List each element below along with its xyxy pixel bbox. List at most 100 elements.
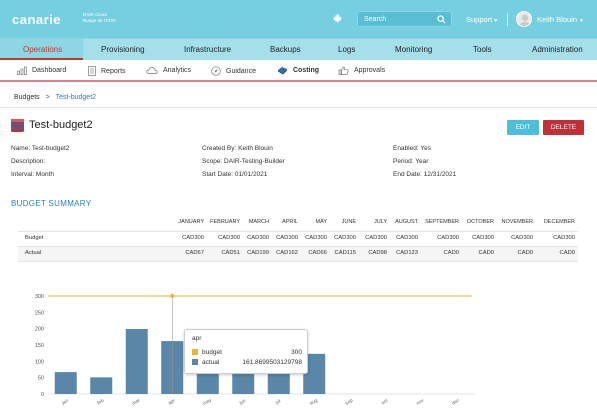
tooltip-row-budget: budget 300 xyxy=(192,349,302,356)
budget-name: Name: Test-budget2 xyxy=(11,145,70,152)
x-tick-label: jun xyxy=(238,398,248,407)
subnav-costing-label: Costing xyxy=(293,67,320,74)
month-header: JULY xyxy=(373,219,387,225)
breadcrumb-divider xyxy=(0,107,597,108)
money-icon xyxy=(278,67,287,75)
x-tick-label: may xyxy=(202,398,213,407)
budget-summary-title: BUDGET SUMMARY xyxy=(11,199,92,208)
user-menu[interactable]: Keith Blouin ▼ xyxy=(537,15,584,24)
table-row xyxy=(18,246,578,261)
subnav-reports-label: Reports xyxy=(101,67,126,75)
subnav-analytics[interactable]: Analytics xyxy=(146,66,191,75)
tooltip-actual-value: 161.8699503129798 xyxy=(242,359,302,366)
row-label: Budget xyxy=(25,235,44,241)
user-icon xyxy=(519,15,531,26)
budget-created-by: Created By: Keith Blouin xyxy=(202,145,273,152)
table-cell: CAD66 xyxy=(308,250,327,256)
month-header: MARCH xyxy=(248,219,269,225)
maple-leaf-icon xyxy=(332,13,343,24)
bar-actual xyxy=(90,377,113,394)
nav-monitoring[interactable]: Monitoring xyxy=(395,45,433,54)
table-cell: CAD300 xyxy=(396,235,418,241)
table-cell: CAD300 xyxy=(511,235,533,241)
budget-description: Description: xyxy=(11,158,46,165)
x-tick-label: sep xyxy=(345,398,354,406)
table-cell: CAD300 xyxy=(472,235,494,241)
thumbs-up-icon xyxy=(338,66,349,75)
month-header: APRIL xyxy=(282,219,298,225)
budget-end-date: End Date: 12/31/2021 xyxy=(393,171,457,178)
main-nav: Operations Provisioning Infrastructure B… xyxy=(0,38,597,61)
logo-subtitle-fr: Nuage de l'ATIR xyxy=(83,18,116,23)
nav-backups[interactable]: Backups xyxy=(270,45,301,54)
subnav-reports[interactable]: Reports xyxy=(88,66,126,76)
x-tick-label: apr xyxy=(167,398,176,407)
canarie-logo[interactable]: canarie xyxy=(12,12,62,27)
month-header: FEBRUARY xyxy=(210,219,240,225)
nav-infrastructure[interactable]: Infrastructure xyxy=(184,45,232,54)
breadcrumb-separator: > xyxy=(45,94,50,101)
support-menu[interactable]: Support▼ xyxy=(466,15,498,24)
table-cell: CAD300 xyxy=(218,235,240,241)
nav-tools[interactable]: Tools xyxy=(473,45,492,54)
table-cell: CAD300 xyxy=(182,235,204,241)
tooltip-actual-label: actual xyxy=(202,359,220,366)
nav-logs[interactable]: Logs xyxy=(338,45,356,54)
table-cell: CAD199 xyxy=(247,250,269,256)
document-icon xyxy=(88,66,96,76)
breadcrumb-budgets[interactable]: Budgets xyxy=(14,94,40,101)
subnav-approvals[interactable]: Approvals xyxy=(338,66,385,75)
subnav-dashboard[interactable]: Dashboard xyxy=(17,66,66,75)
bar-actual xyxy=(125,328,148,394)
delete-button[interactable]: DELETE xyxy=(543,120,584,135)
bar-actual xyxy=(303,353,326,394)
budget-scope: Scope: DAIR-Testing-Builder xyxy=(202,158,285,165)
search-input[interactable]: Search xyxy=(357,11,452,27)
table-cell: CAD67 xyxy=(185,250,204,256)
table-cell: CAD123 xyxy=(396,250,418,256)
y-tick-label: 300 xyxy=(35,294,44,300)
nav-operations[interactable]: Operations xyxy=(23,45,63,54)
bar-actual xyxy=(196,372,219,394)
budget-interval: Interval: Month xyxy=(11,171,54,178)
subnav-guidance[interactable]: Guidance xyxy=(211,66,256,76)
username-label: Keith Blouin xyxy=(537,15,578,24)
x-tick-label: feb xyxy=(96,398,105,407)
y-tick-label: 150 xyxy=(35,343,44,349)
budget-start-date: Start Date: 01/01/2021 xyxy=(202,171,268,178)
table-cell: CAD51 xyxy=(221,250,240,256)
budget-enabled: Enabled: Yes xyxy=(393,145,431,152)
y-tick-label: 100 xyxy=(35,359,44,365)
month-header: MAY xyxy=(315,219,327,225)
nav-provisioning[interactable]: Provisioning xyxy=(101,45,145,54)
table-cell: CAD300 xyxy=(276,235,298,241)
tooltip-title: apr xyxy=(192,335,202,342)
budget-period: Period: Year xyxy=(393,158,429,165)
tooltip-budget-label: budget xyxy=(202,349,222,356)
subnav-costing[interactable]: Costing xyxy=(277,66,319,75)
bar-actual xyxy=(54,372,77,394)
table-cell: CAD115 xyxy=(334,250,356,256)
x-tick-label: mar xyxy=(131,397,142,407)
table-bottom-border xyxy=(18,261,578,262)
budget-icon xyxy=(11,119,24,132)
month-header: SEPTEMBER xyxy=(425,219,459,225)
table-cell: CAD300 xyxy=(334,235,356,241)
table-row xyxy=(18,231,578,246)
month-header: NOVEMBER xyxy=(501,219,533,225)
search-icon[interactable] xyxy=(437,15,446,24)
nav-administration[interactable]: Administration xyxy=(532,45,583,54)
breadcrumb-current[interactable]: Test-budget2 xyxy=(55,94,97,101)
dashboard-icon xyxy=(17,66,27,75)
y-tick-label: 50 xyxy=(38,376,44,382)
avatar[interactable] xyxy=(516,11,532,27)
x-tick-label: dec xyxy=(451,397,461,406)
subnav-analytics-label: Analytics xyxy=(163,67,192,74)
table-cell: CAD300 xyxy=(365,235,387,241)
edit-button[interactable]: EDIT xyxy=(507,120,539,135)
table-cell: CAD300 xyxy=(305,235,327,241)
hover-point-budget xyxy=(170,294,175,298)
month-header: JUNE xyxy=(341,219,356,225)
cloud-chart-icon xyxy=(146,67,158,74)
table-cell: CAD300 xyxy=(247,235,269,241)
